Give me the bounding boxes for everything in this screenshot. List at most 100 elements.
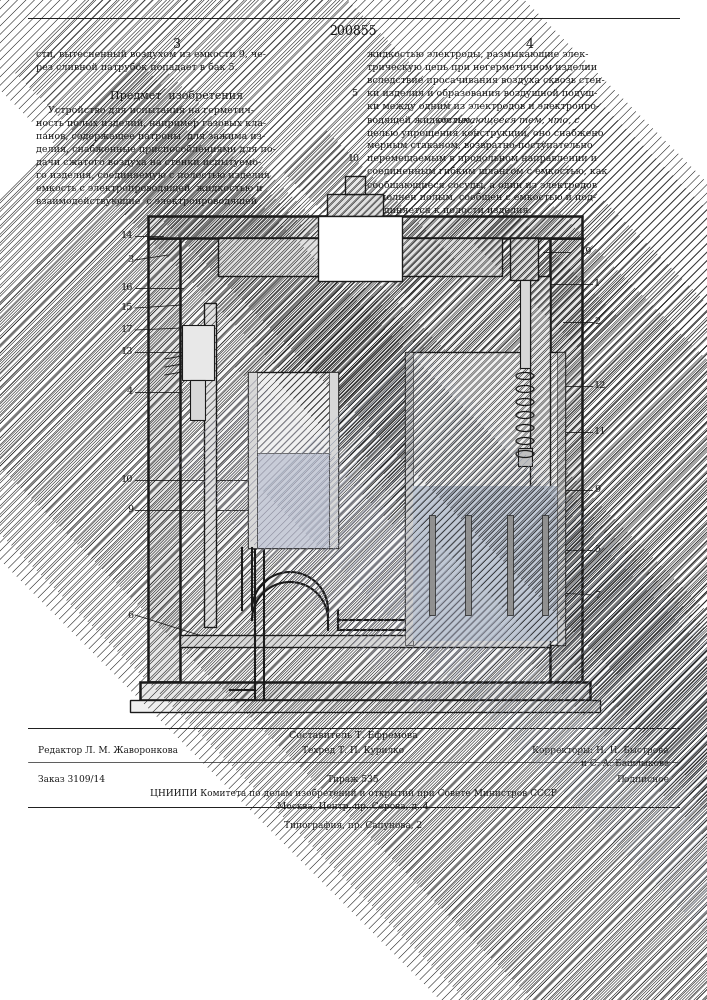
Bar [257, 453, 329, 548]
Bar [542, 515, 548, 615]
Bar [550, 238, 582, 682]
Text: Подписное: Подписное [616, 775, 669, 784]
Text: рез сливной патрубок попадает в бак 5.: рез сливной патрубок попадает в бак 5. [36, 63, 238, 73]
Text: 17: 17 [120, 326, 133, 334]
Bar [148, 216, 582, 238]
Text: Москва, Центр, пр. Серова, д. 4: Москва, Центр, пр. Серова, д. 4 [277, 802, 428, 811]
Bar [182, 325, 214, 380]
Text: 6: 6 [127, 610, 133, 619]
Text: соединенным гибким шлангом с емкостью, как: соединенным гибким шлангом с емкостью, к… [367, 167, 607, 176]
Text: 15: 15 [121, 304, 133, 312]
Bar [148, 238, 180, 682]
Text: 9: 9 [127, 506, 133, 514]
Bar [327, 194, 383, 216]
Bar [180, 238, 550, 682]
Text: 16: 16 [121, 284, 133, 292]
Text: 18: 18 [349, 200, 361, 209]
Text: целью упрощения конструкции, оно снабжено: целью упрощения конструкции, оно снабжен… [367, 128, 604, 137]
Bar [148, 216, 582, 238]
Text: 1: 1 [594, 279, 600, 288]
Bar [248, 372, 338, 548]
Text: вследствие просачивания воздуха сквозь стен-: вследствие просачивания воздуха сквозь с… [367, 76, 604, 85]
Bar [465, 515, 471, 615]
Bar [530, 276, 550, 635]
Bar [327, 194, 383, 216]
Bar [413, 486, 557, 641]
Bar [257, 453, 329, 548]
Text: жидкостью электроды, размыкающие элек-: жидкостью электроды, размыкающие элек- [367, 50, 588, 59]
Text: Составитель Т. Ефремова: Составитель Т. Ефремова [288, 731, 417, 740]
Bar [520, 280, 530, 368]
Text: ки между одним из электродов и электропро-: ки между одним из электродов и электропр… [367, 102, 600, 111]
Text: отличающееся тем, что, с: отличающееся тем, что, с [437, 115, 580, 124]
Text: дачи сжатого воздуха на стенки испытуемо-: дачи сжатого воздуха на стенки испытуемо… [36, 158, 262, 167]
Bar [345, 176, 365, 194]
Text: перемещаемым в продольном направлении и: перемещаемым в продольном направлении и [367, 154, 597, 163]
Text: трическую цепь при негерметичном изделии: трическую цепь при негерметичном изделии [367, 63, 597, 72]
Text: 10: 10 [121, 476, 133, 485]
Text: 4: 4 [127, 387, 133, 396]
Bar [140, 682, 590, 700]
Text: 10: 10 [348, 154, 360, 163]
Text: 7: 7 [594, 590, 600, 599]
Text: 5: 5 [351, 89, 357, 98]
Text: 3: 3 [173, 38, 181, 51]
Bar [413, 486, 557, 641]
Text: выполнен полым, сообщен с емкостью и под-: выполнен полым, сообщен с емкостью и под… [367, 193, 596, 202]
Bar [530, 276, 550, 635]
Text: Предмет  изобретения: Предмет изобретения [110, 90, 244, 101]
Bar [204, 303, 216, 627]
Bar [180, 635, 550, 647]
Text: 14: 14 [120, 232, 133, 240]
Bar [507, 515, 513, 615]
Text: 12: 12 [594, 381, 607, 390]
Text: Корректоры: Н. И. Быстрова: Корректоры: Н. И. Быстрова [532, 746, 669, 755]
Bar [510, 238, 538, 280]
Text: водящей жидкостью,: водящей жидкостью, [367, 115, 477, 124]
Text: сообщающиеся сосуды, а один из электродов: сообщающиеся сосуды, а один из электродо… [367, 180, 597, 190]
Bar [550, 238, 582, 682]
Bar [148, 238, 180, 682]
Text: панов, содержащее патроны  для зажима из-: панов, содержащее патроны для зажима из- [36, 132, 265, 141]
Text: 2: 2 [594, 318, 600, 326]
Text: 4: 4 [526, 38, 534, 51]
Text: 11: 11 [594, 428, 607, 436]
Bar [557, 352, 565, 645]
Bar [190, 380, 205, 420]
Text: Техред Т. П. Курилко: Техред Т. П. Курилко [302, 746, 404, 755]
Text: и С. А. Башлыкова: и С. А. Башлыкова [580, 759, 669, 768]
Text: 3: 3 [127, 255, 133, 264]
Text: Редактор Л. М. Жаворонкова: Редактор Л. М. Жаворонкова [38, 746, 178, 755]
Bar [218, 238, 502, 276]
Text: емкость с электропроводящей  жидкостью и: емкость с электропроводящей жидкостью и [36, 184, 262, 193]
Text: го изделия, соединяемую с полостью изделия: го изделия, соединяемую с полостью издел… [36, 171, 270, 180]
Text: Устройство для испытания на герметич-: Устройство для испытания на герметич- [36, 106, 254, 115]
Text: 13: 13 [120, 348, 133, 357]
Text: соединяется к полости изделия.: соединяется к полости изделия. [367, 206, 532, 215]
Bar [130, 700, 600, 712]
Bar [329, 372, 338, 548]
Text: ки изделия и образования воздушной подуш-: ки изделия и образования воздушной подуш… [367, 89, 597, 99]
Text: взаимодействующие  с электропроводящей: взаимодействующие с электропроводящей [36, 197, 257, 206]
Bar [180, 635, 550, 647]
Bar [318, 216, 402, 281]
Text: Заказ 3109/14: Заказ 3109/14 [38, 775, 105, 784]
Bar [518, 448, 532, 466]
Bar [510, 238, 538, 280]
Text: мерным стаканом, возвратно-поступательно: мерным стаканом, возвратно-поступательно [367, 141, 592, 150]
Text: ЦНИИПИ Комитета по делам изобретений и открытий при Совете Министров СССР: ЦНИИПИ Комитета по делам изобретений и о… [150, 789, 556, 798]
Text: Типография, пр. Сапунова, 2: Типография, пр. Сапунова, 2 [284, 821, 422, 830]
Bar [405, 352, 413, 645]
Text: 19: 19 [580, 247, 592, 256]
Bar [429, 515, 435, 615]
Text: ность полых изделий, например газовых кла-: ность полых изделий, например газовых кл… [36, 119, 266, 128]
Bar [140, 682, 590, 700]
Text: Тираж 535: Тираж 535 [327, 775, 379, 784]
Text: делия, снабженные приспособлениями для по-: делия, снабженные приспособлениями для п… [36, 145, 276, 154]
Text: 9: 9 [594, 486, 600, 494]
Bar [248, 372, 257, 548]
Text: сти, вытесненный воздухом из емкости 9, че-: сти, вытесненный воздухом из емкости 9, … [36, 50, 266, 59]
Text: 200855: 200855 [329, 25, 377, 38]
Bar [218, 238, 502, 276]
Text: 5: 5 [594, 546, 600, 554]
